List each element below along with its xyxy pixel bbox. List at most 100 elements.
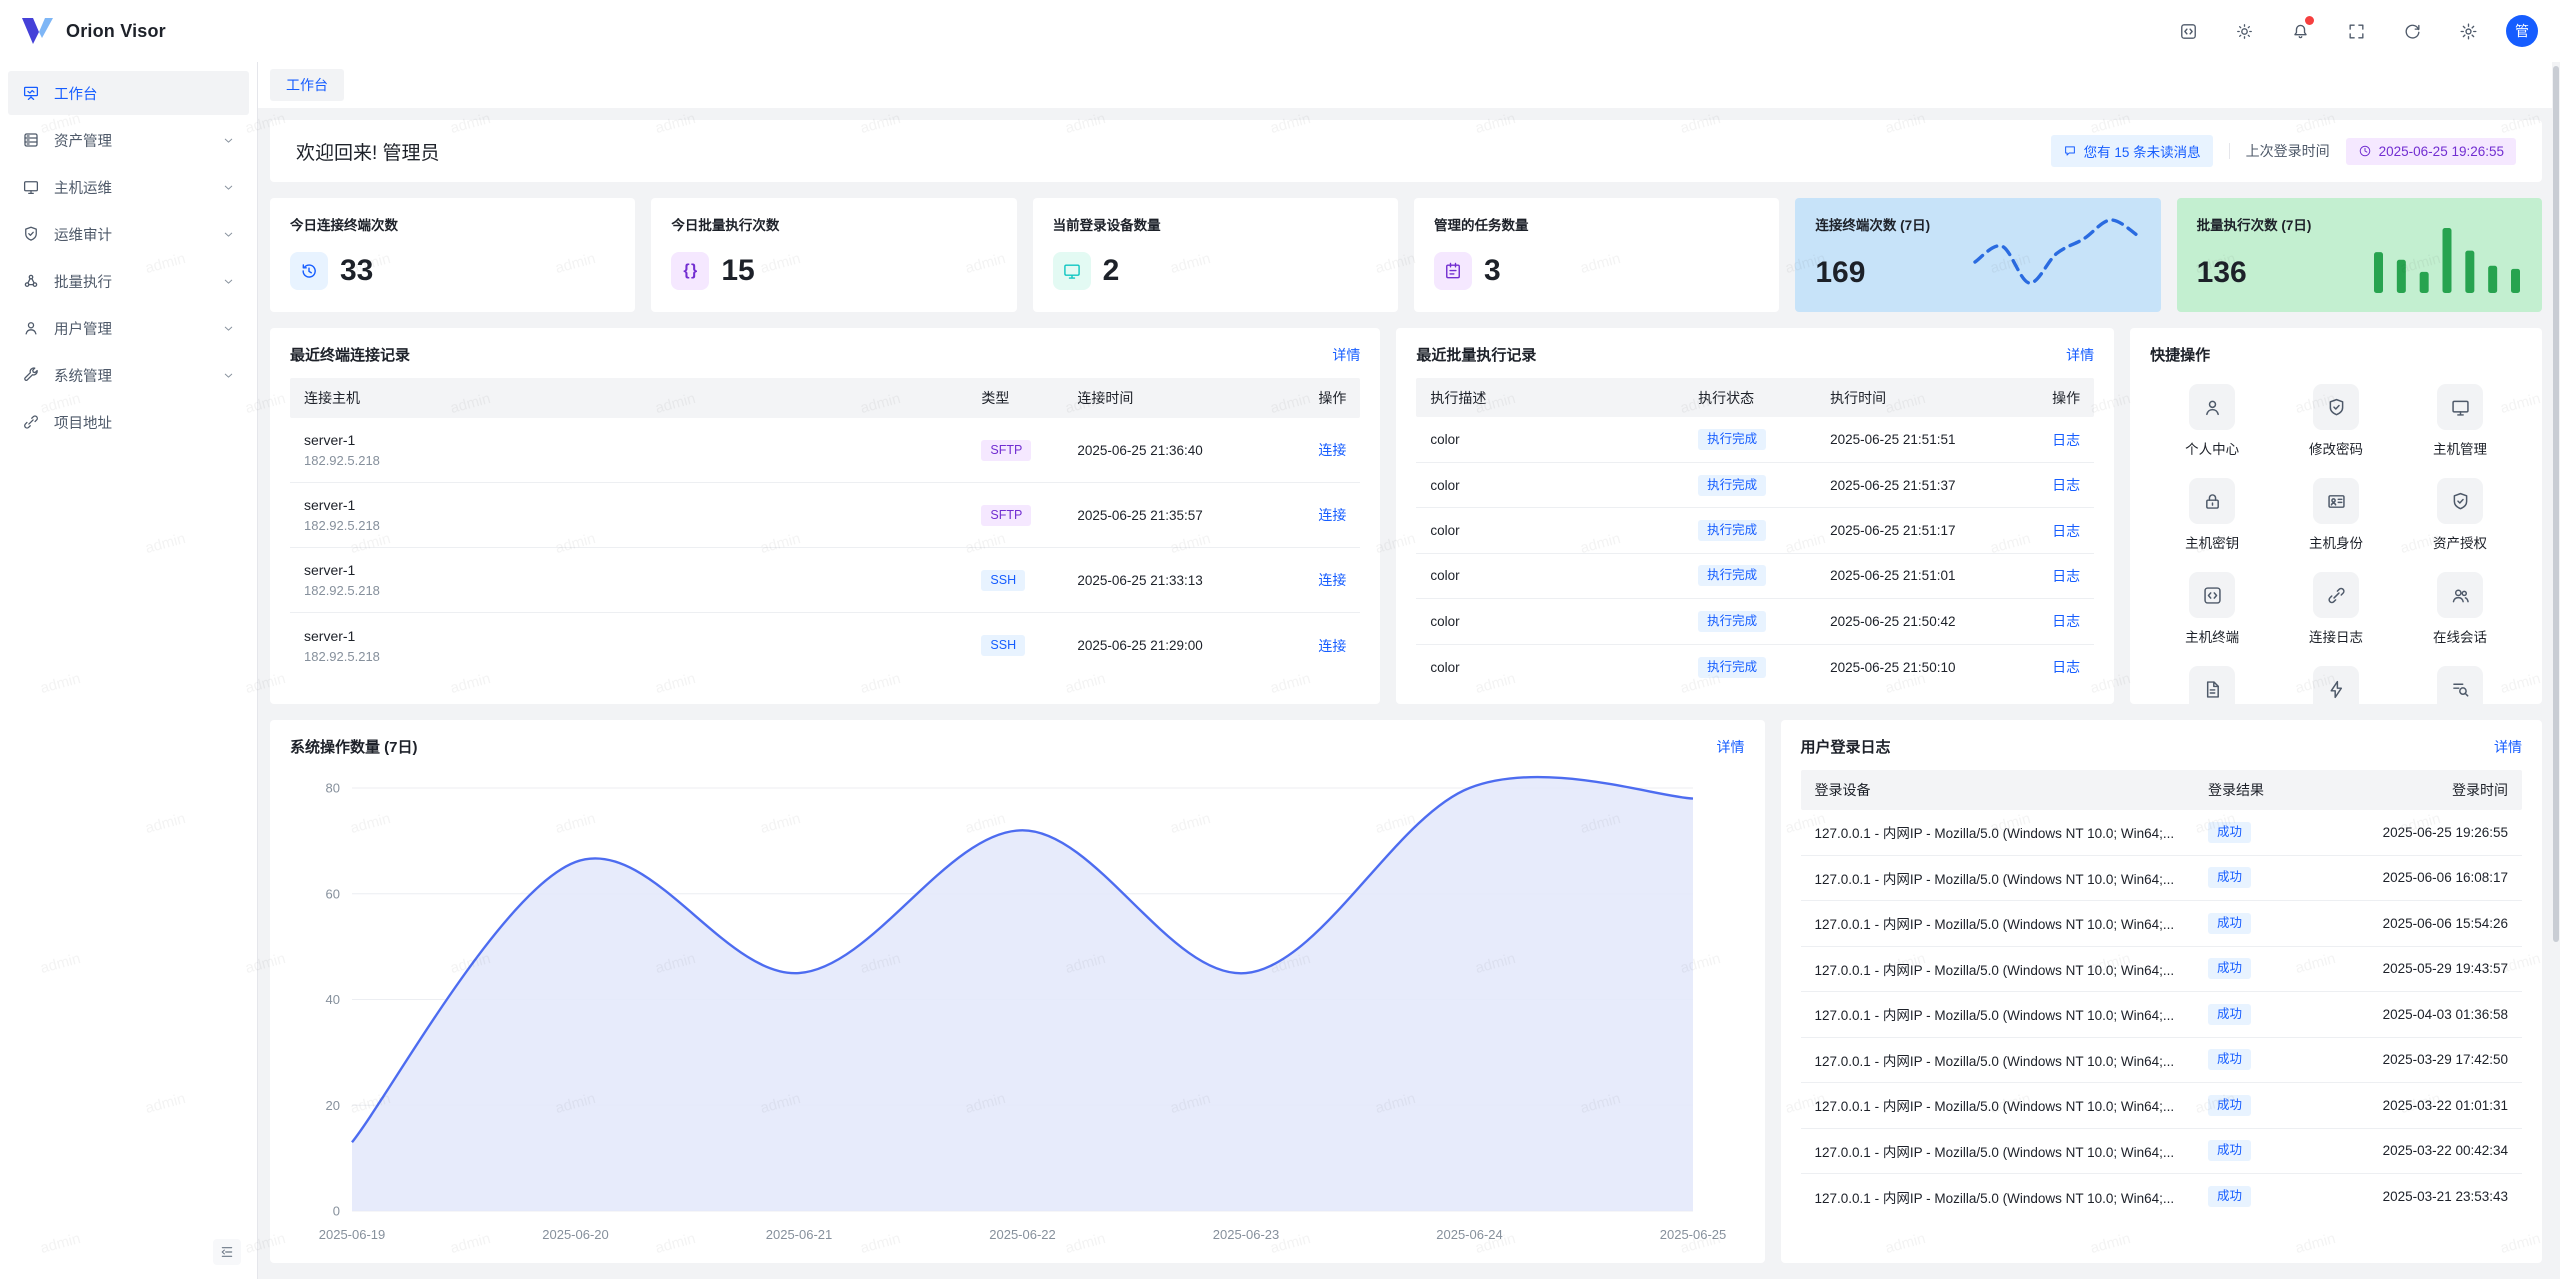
task-icon xyxy=(1434,252,1472,290)
user-avatar[interactable]: 管 xyxy=(2506,15,2538,47)
quick-action-change-password[interactable]: 修改密码 xyxy=(2274,384,2398,458)
svg-text:2025-06-25: 2025-06-25 xyxy=(1660,1227,1727,1242)
unread-messages-pill[interactable]: 您有 15 条未读消息 xyxy=(2051,135,2213,167)
login-time: 2025-04-03 01:36:58 xyxy=(2320,1007,2508,1022)
sidebar-item-batch-execution[interactable]: 批量执行 xyxy=(8,259,249,303)
table-row: color 执行完成 2025-06-25 21:51:17 日志 xyxy=(1416,508,2094,553)
log-link[interactable]: 日志 xyxy=(2052,477,2080,493)
login-device: 127.0.0.1 - 内网IP - Mozilla/5.0 (Windows … xyxy=(1815,1187,2208,1207)
svg-text:2025-06-20: 2025-06-20 xyxy=(542,1227,609,1242)
sidebar-item-ops-audit[interactable]: 运维审计 xyxy=(8,212,249,256)
login-time: 2025-06-06 15:54:26 xyxy=(2320,916,2508,931)
user-icon xyxy=(22,319,40,337)
login-log-detail-link[interactable]: 详情 xyxy=(2494,737,2522,757)
chart-detail-link[interactable]: 详情 xyxy=(1717,737,1745,757)
stat-value: 136 xyxy=(2197,256,2247,290)
exec-desc: color xyxy=(1430,478,1698,493)
vertical-scrollbar[interactable] xyxy=(2552,62,2560,1279)
shield-check-icon xyxy=(2326,397,2347,418)
table-row: 127.0.0.1 - 内网IP - Mozilla/5.0 (Windows … xyxy=(1801,810,2522,856)
sidebar-item-user-management[interactable]: 用户管理 xyxy=(8,306,249,350)
svg-text:80: 80 xyxy=(326,781,340,796)
table-row: server-1182.92.5.218 SFTP 2025-06-25 21:… xyxy=(290,483,1360,548)
sidebar-item-asset-management[interactable]: 资产管理 xyxy=(8,118,249,162)
svg-text:60: 60 xyxy=(326,886,340,901)
stat-value: 2 xyxy=(1103,254,1120,288)
connect-time: 2025-06-25 21:33:13 xyxy=(1077,573,1282,588)
login-device: 127.0.0.1 - 内网IP - Mozilla/5.0 (Windows … xyxy=(1815,1004,2208,1024)
workbench-icon xyxy=(22,84,40,102)
table-row: server-1182.92.5.218 SSH 2025-06-25 21:2… xyxy=(290,613,1360,678)
chevron-down-icon xyxy=(222,181,235,194)
login-device: 127.0.0.1 - 内网IP - Mozilla/5.0 (Windows … xyxy=(1815,1050,2208,1070)
quick-action-online-sessions[interactable]: 在线会话 xyxy=(2398,572,2522,646)
sidebar-item-workbench[interactable]: 工作台 xyxy=(8,71,249,115)
status-badge: 执行完成 xyxy=(1698,611,1766,632)
executions-detail-link[interactable]: 详情 xyxy=(2066,345,2094,365)
exec-desc: color xyxy=(1430,432,1698,447)
sidebar-item-host-ops[interactable]: 主机运维 xyxy=(8,165,249,209)
quick-action-host-management[interactable]: 主机管理 xyxy=(2398,384,2522,458)
log-link[interactable]: 日志 xyxy=(2052,523,2080,539)
mid-row: 最近终端连接记录 详情 连接主机 类型 连接时间 操作 server-1182.… xyxy=(270,328,2542,704)
user-icon xyxy=(2202,397,2223,418)
quick-action-host-terminal[interactable]: 主机终端 xyxy=(2150,572,2274,646)
stat-label: 管理的任务数量 xyxy=(1434,214,1759,234)
exec-sparkbars-box xyxy=(2374,222,2520,293)
log-link[interactable]: 日志 xyxy=(2052,659,2080,675)
notifications-button[interactable] xyxy=(2282,13,2318,49)
table-row: 127.0.0.1 - 内网IP - Mozilla/5.0 (Windows … xyxy=(1801,1129,2522,1175)
fullscreen-button[interactable] xyxy=(2338,13,2374,49)
host-ip: 182.92.5.218 xyxy=(304,583,981,598)
file-search-icon xyxy=(2450,679,2471,700)
connect-link[interactable]: 连接 xyxy=(1318,572,1346,588)
stat-label: 今日连接终端次数 xyxy=(290,214,615,234)
refresh-button[interactable] xyxy=(2394,13,2430,49)
sidebar-item-system-management[interactable]: 系统管理 xyxy=(8,353,249,397)
exec-sparkbars xyxy=(2374,222,2520,293)
table-header: 执行描述 执行状态 执行时间 操作 xyxy=(1416,378,2094,417)
exec-desc: color xyxy=(1430,523,1698,538)
protocol-tag: SSH xyxy=(981,570,1025,591)
welcome-card: 欢迎回来! 管理员 您有 15 条未读消息 上次登录时间 2025-06-25 … xyxy=(270,120,2542,182)
link-icon xyxy=(22,413,40,431)
column-header: 执行状态 xyxy=(1698,388,1830,408)
quick-action-host-keys[interactable]: 主机密钥 xyxy=(2150,478,2274,552)
table-row: 127.0.0.1 - 内网IP - Mozilla/5.0 (Windows … xyxy=(1801,947,2522,993)
connections-detail-link[interactable]: 详情 xyxy=(1332,345,1360,365)
sidebar-item-project-url[interactable]: 项目地址 xyxy=(8,400,249,444)
table-row: server-1 182.92.5.218 SSH 2025-06-25 21:3… xyxy=(290,548,1360,613)
settings-button[interactable] xyxy=(2450,13,2486,49)
monitor-icon xyxy=(2450,397,2471,418)
connect-time: 2025-06-25 21:35:57 xyxy=(1077,508,1282,523)
scrollbar-thumb[interactable] xyxy=(2553,66,2559,942)
quick-action-connection-log[interactable]: 连接日志 xyxy=(2274,572,2398,646)
table-row: 127.0.0.1 - 内网IP - Mozilla/5.0 (Windows … xyxy=(1801,1038,2522,1084)
collapse-sidebar-button[interactable] xyxy=(213,1239,241,1265)
stat-label: 今日批量执行次数 xyxy=(671,214,996,234)
svg-text:2025-06-19: 2025-06-19 xyxy=(319,1227,386,1242)
connect-link[interactable]: 连接 xyxy=(1318,507,1346,523)
exec-time: 2025-06-25 21:51:51 xyxy=(1830,432,2028,447)
sidebar-item-label: 工作台 xyxy=(54,83,98,104)
quick-action-host-identity[interactable]: 主机身份 xyxy=(2274,478,2398,552)
quick-action-asset-authorization[interactable]: 资产授权 xyxy=(2398,478,2522,552)
host-name: server-1 xyxy=(304,562,981,578)
log-link[interactable]: 日志 xyxy=(2052,568,2080,584)
table-row: 127.0.0.1 - 内网IP - Mozilla/5.0 (Windows … xyxy=(1801,1083,2522,1129)
svg-text:2025-06-23: 2025-06-23 xyxy=(1213,1227,1280,1242)
sidebar-item-label: 批量执行 xyxy=(54,271,112,292)
topbar-actions: 管 xyxy=(2170,13,2538,49)
quick-action-profile[interactable]: 个人中心 xyxy=(2150,384,2274,458)
log-link[interactable]: 日志 xyxy=(2052,613,2080,629)
connect-link[interactable]: 连接 xyxy=(1318,638,1346,654)
file-text-icon xyxy=(2202,679,2223,700)
code-workspace-button[interactable] xyxy=(2170,13,2206,49)
bottom-row: 系统操作数量 (7日) 详情 0204060802025-06-192025-0… xyxy=(270,720,2542,1263)
log-link[interactable]: 日志 xyxy=(2052,432,2080,448)
assets-icon xyxy=(22,131,40,149)
theme-toggle-button[interactable] xyxy=(2226,13,2262,49)
connect-link[interactable]: 连接 xyxy=(1318,442,1346,458)
connect-time: 2025-06-25 21:29:00 xyxy=(1077,638,1282,653)
breadcrumb-item-workbench[interactable]: 工作台 xyxy=(270,69,344,101)
